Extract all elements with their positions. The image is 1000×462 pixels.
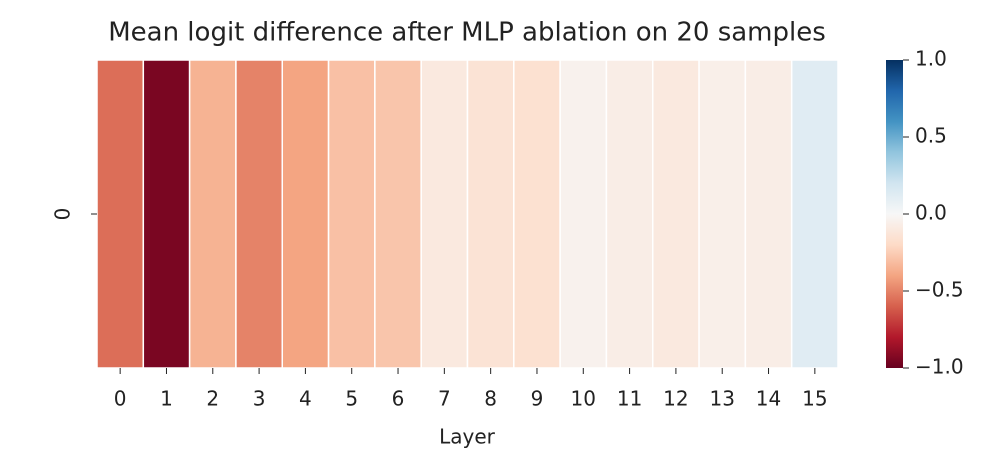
x-tick-label: 15: [802, 387, 827, 411]
heatmap-cell: [96, 59, 145, 369]
colorbar-tick-label: −0.5: [915, 278, 964, 302]
heatmap-cell: [420, 59, 469, 369]
heatmap-cell: [327, 59, 376, 369]
heatmap-cell: [605, 59, 654, 369]
heatmap-cell: [698, 59, 747, 369]
x-tick-label: 1: [160, 387, 173, 411]
x-tick-label: 4: [299, 387, 312, 411]
x-tick-label: 2: [206, 387, 219, 411]
y-tick-label: 0: [51, 208, 75, 221]
x-tick-label: 8: [484, 387, 497, 411]
heatmap-cell: [281, 59, 330, 369]
heatmap-cell: [790, 59, 839, 369]
heatmap-cell: [513, 59, 561, 369]
x-axis-label: Layer: [439, 425, 496, 449]
chart-title: Mean logit difference after MLP ablation…: [108, 18, 826, 48]
colorbar-tick-label: −1.0: [915, 355, 964, 379]
x-tick-label: 6: [392, 387, 405, 411]
x-tick-label: 13: [709, 387, 734, 411]
x-tick-label: 0: [114, 387, 127, 411]
x-tick-label: 5: [345, 387, 358, 411]
colorbar-tick-label: 1.0: [915, 47, 947, 71]
heatmap-cell: [559, 59, 608, 369]
heatmap-cell: [744, 59, 793, 369]
heatmap-cell: [374, 59, 422, 369]
x-tick-label: 3: [253, 387, 266, 411]
heatmap-cell: [188, 59, 237, 369]
heatmap-cell: [142, 59, 191, 369]
colorbar: [886, 60, 903, 368]
x-tick-label: 10: [571, 387, 596, 411]
colorbar-tick-label: 0.0: [915, 201, 947, 225]
heatmap-cell: [652, 59, 700, 369]
x-tick-label: 14: [756, 387, 781, 411]
heatmap-cell: [466, 59, 515, 369]
x-tick-label: 9: [531, 387, 544, 411]
x-tick-label: 12: [663, 387, 688, 411]
heatmap-cell: [235, 59, 283, 369]
colorbar-tick-label: 0.5: [915, 124, 947, 148]
x-tick-label: 7: [438, 387, 451, 411]
x-tick-label: 11: [617, 387, 642, 411]
